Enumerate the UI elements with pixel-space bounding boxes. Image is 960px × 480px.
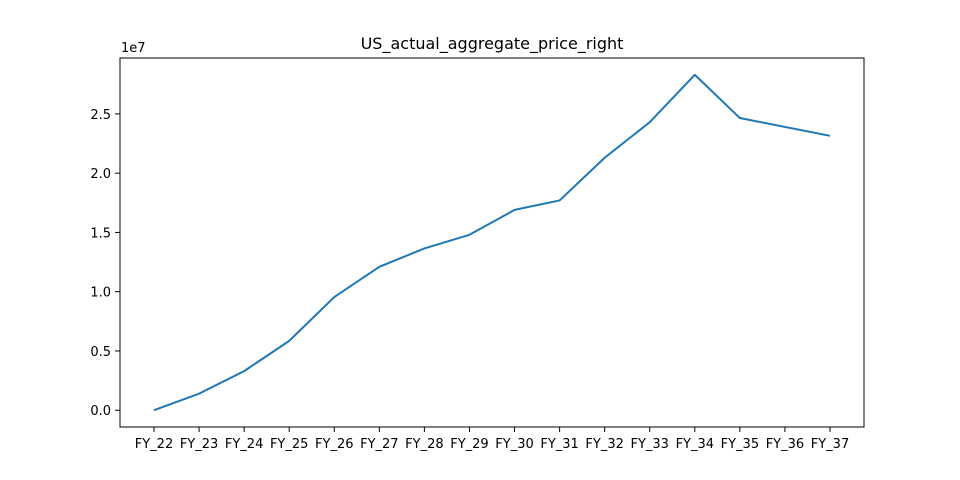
x-tick-label: FY_28 <box>405 437 443 452</box>
y-axis-offset-label: 1e7 <box>121 41 146 56</box>
y-tick-label: 1.0 <box>90 286 111 301</box>
x-tick-label: FY_26 <box>315 437 353 452</box>
x-tick-label: FY_30 <box>495 437 533 452</box>
y-tick-label: 2.5 <box>90 108 111 123</box>
series-line <box>153 73 831 412</box>
x-tick-label: FY_36 <box>766 437 804 452</box>
x-tick-label: FY_33 <box>630 437 668 452</box>
x-tick-label: FY_37 <box>811 437 849 452</box>
x-tick-label: FY_24 <box>225 437 263 452</box>
x-tick-label: FY_31 <box>540 437 578 452</box>
y-tick-label: 0.0 <box>90 404 111 419</box>
x-tick-label: FY_35 <box>721 437 759 452</box>
x-tick-label: FY_27 <box>360 437 398 452</box>
plot-area-frame <box>119 57 865 428</box>
x-tick-label: FY_25 <box>270 437 308 452</box>
y-tick-label: 0.5 <box>90 345 111 360</box>
axis-ticks: FY_22 FY_23 FY_24 FY_25 FY_26 FY_27 FY_28 FY_29… <box>90 108 849 452</box>
x-tick-label: FY_32 <box>585 437 623 452</box>
x-tick-label: FY_22 <box>135 437 173 452</box>
x-tick-label: FY_34 <box>676 437 714 452</box>
chart-title: US_actual_aggregate_price_right <box>361 34 624 54</box>
x-tick-label: FY_23 <box>180 437 218 452</box>
y-tick-label: 2.0 <box>90 167 111 182</box>
y-tick-label: 1.5 <box>90 226 111 241</box>
series-layer <box>153 73 831 412</box>
x-tick-label: FY_29 <box>450 437 488 452</box>
